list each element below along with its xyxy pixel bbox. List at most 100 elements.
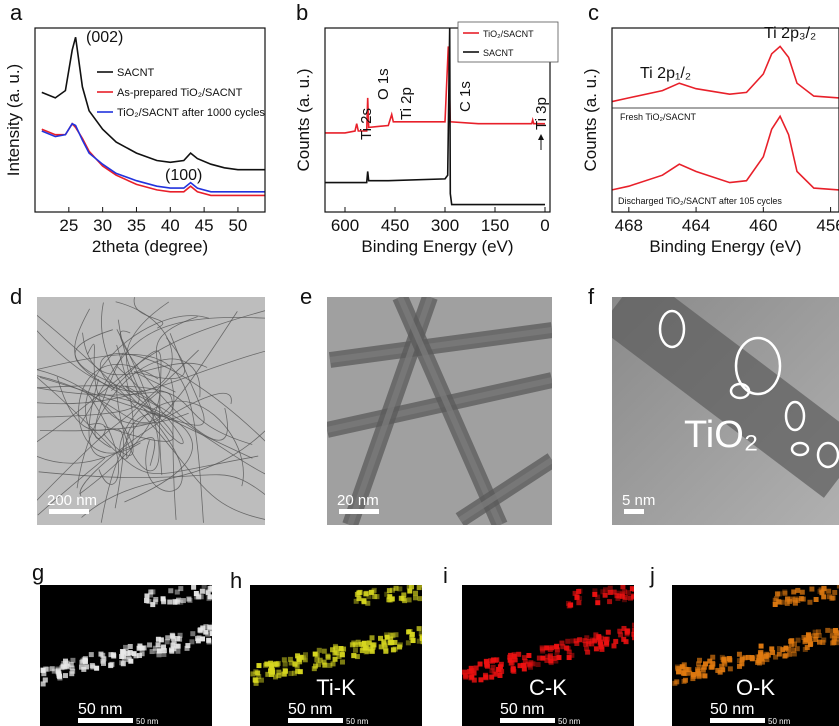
annotation: Ti 2s [358,108,375,140]
eds-pixel [89,652,94,657]
eds-pixel [715,668,720,673]
eds-pixel [549,645,554,650]
scale-bar-label: 200 nm [47,492,97,509]
eds-pixel [606,630,611,635]
eds-pixel [128,659,133,664]
panel-letter: g [32,560,44,585]
eds-pixel [57,675,62,680]
eds-pixel [632,587,637,592]
scale-bar-label: 5 nm [622,492,655,509]
eds-pixel [362,641,367,646]
eds-pixel [156,637,161,642]
eds-pixel [494,657,499,662]
eds-pixel [526,653,531,658]
eds-pixel [575,595,580,600]
eds-pixel [710,655,715,660]
eds-pixel [556,655,561,660]
scale-bar [78,718,133,723]
eds-pixel [41,671,46,676]
eds-pixel [255,671,260,676]
scale-bar [339,509,379,514]
eds-pixel [167,600,172,605]
legend-label: TiO₂/SACNT after 1000 cycles [117,107,265,119]
eds-pixel [365,601,370,606]
eds-pixel [128,644,133,649]
eds-pixel [727,656,732,661]
eds-pixel [750,656,755,661]
eds-pixel [208,586,213,591]
eds-pixel [540,647,545,652]
eds-pixel [728,666,733,671]
eds-pixel [632,623,637,628]
eds-pixel [527,663,532,668]
eds-pixel [759,657,764,662]
eds-pixel [484,675,489,680]
annotation: Discharged TiO₂/SACNT after 105 cycles [618,196,782,206]
eds-pixel [318,658,323,663]
eds-pixel [759,650,764,655]
eds-pixel [413,595,418,600]
eds-pixel [672,681,677,686]
annotation: (100) [165,167,202,184]
element-label: O-K [736,675,775,700]
eds-pixel [808,641,813,646]
annotation: Ti 2p₃/₂ [764,25,816,42]
small-scale-bar-label: 50 nm [558,717,581,726]
eds-pixel [565,639,570,644]
panel-letter: i [443,563,448,588]
eds-pixel [389,597,394,602]
eds-pixel [834,631,839,636]
eds-pixel [682,662,687,667]
eds-pixel [391,647,396,652]
eds-pixel [384,648,389,653]
eds-pixel [162,648,167,653]
eds-pixel [536,662,541,667]
eds-pixel [283,668,288,673]
eds-pixel [410,632,415,637]
scale-bar [710,718,765,723]
eds-pixel [795,646,800,651]
eds-pixel [70,666,75,671]
eds-pixel [45,667,50,672]
eds-pixel [775,591,780,596]
eds-pixel [567,655,572,660]
eds-pixel [807,600,812,605]
eds-pixel [603,587,608,592]
y-axis-title: Intensity (a. u.) [4,64,23,176]
eds-pixel [52,669,57,674]
eds-pixel [144,598,149,603]
eds-pixel [84,664,89,669]
eds-pixel [789,642,794,647]
eds-pixel [327,663,332,668]
panel-letter: j [649,563,655,588]
eds-pixel [782,591,787,596]
panel-letter: c [588,0,599,25]
eds-pixel [256,663,261,668]
scale-bar [49,509,89,514]
eds-pixel [489,675,494,680]
scale-bar [500,718,555,723]
eds-pixel [577,637,582,642]
eds-pixel [764,657,769,662]
eds-pixel [374,594,379,599]
eds-pixel [417,626,422,631]
eds-pixel [603,593,608,598]
eds-pixel [70,658,75,663]
eds-pixel [387,588,392,593]
eds-pixel [722,662,727,667]
eds-map [40,584,217,726]
tem-image [327,297,552,525]
eds-pixel [270,670,275,675]
image-label: TiO₂ [684,414,759,456]
series-line [612,116,839,190]
annotation: (002) [86,29,123,46]
eds-pixel [809,587,814,592]
panel-letter: e [300,284,312,309]
eds-pixel [254,681,259,686]
eds-pixel [621,637,626,642]
eds-pixel [185,643,190,648]
eds-pixel [821,638,826,643]
eds-pixel [807,636,812,641]
eds-pixel [766,653,771,658]
panel-letter: a [10,0,23,25]
